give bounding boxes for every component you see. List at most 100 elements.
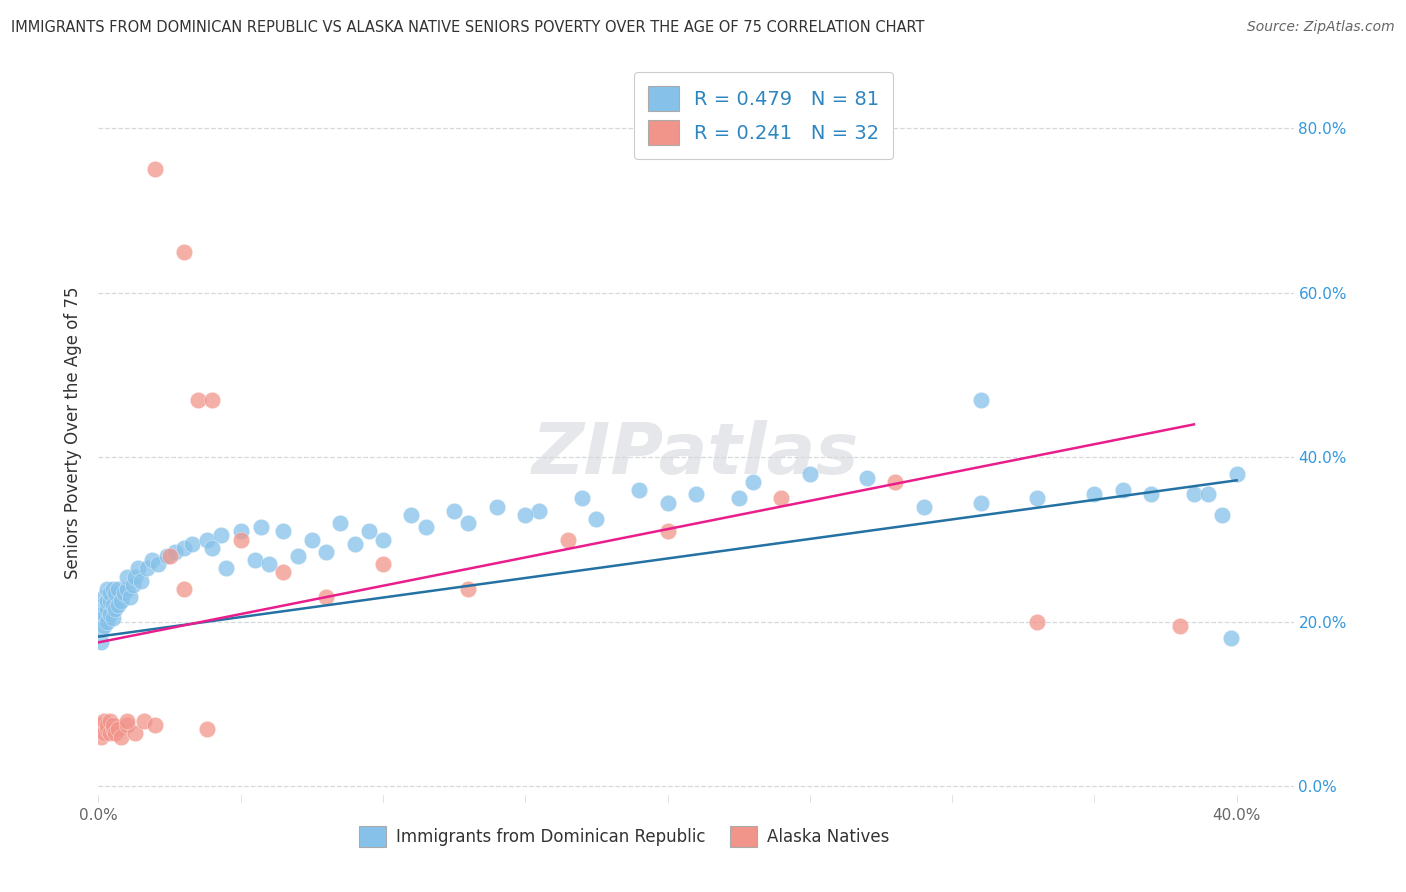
- Point: [159, 549, 181, 563]
- Point: [93, 607, 115, 621]
- Point: [287, 549, 309, 563]
- Point: [115, 582, 138, 596]
- Point: [371, 558, 394, 572]
- Point: [1168, 619, 1191, 633]
- Point: [181, 536, 204, 550]
- Point: [101, 717, 124, 731]
- Point: [195, 533, 218, 547]
- Point: [1083, 487, 1105, 501]
- Point: [1112, 483, 1135, 498]
- Point: [187, 392, 209, 407]
- Point: [124, 569, 146, 583]
- Point: [969, 495, 991, 509]
- Point: [457, 582, 479, 596]
- Point: [912, 500, 935, 514]
- Point: [628, 483, 651, 498]
- Point: [90, 623, 112, 637]
- Point: [98, 586, 121, 600]
- Point: [657, 495, 679, 509]
- Point: [485, 500, 508, 514]
- Point: [107, 722, 129, 736]
- Point: [101, 582, 124, 596]
- Point: [173, 582, 195, 596]
- Point: [127, 561, 149, 575]
- Point: [98, 714, 121, 728]
- Point: [173, 541, 195, 555]
- Point: [104, 726, 127, 740]
- Point: [129, 574, 152, 588]
- Point: [104, 586, 127, 600]
- Point: [110, 730, 132, 744]
- Point: [156, 549, 179, 563]
- Point: [173, 244, 195, 259]
- Point: [112, 586, 135, 600]
- Point: [201, 392, 224, 407]
- Point: [107, 582, 129, 596]
- Point: [121, 578, 143, 592]
- Point: [96, 582, 118, 596]
- Point: [371, 533, 394, 547]
- Point: [143, 717, 166, 731]
- Point: [96, 594, 118, 608]
- Point: [101, 599, 124, 613]
- Point: [315, 590, 337, 604]
- Point: [93, 590, 115, 604]
- Point: [1026, 615, 1049, 629]
- Point: [101, 722, 124, 736]
- Point: [1182, 487, 1205, 501]
- Point: [415, 520, 437, 534]
- Point: [215, 561, 238, 575]
- Point: [90, 635, 112, 649]
- Point: [132, 714, 155, 728]
- Point: [96, 602, 118, 616]
- Point: [1140, 487, 1163, 501]
- Point: [98, 607, 121, 621]
- Point: [329, 516, 352, 530]
- Point: [249, 520, 271, 534]
- Point: [93, 619, 115, 633]
- Point: [118, 590, 141, 604]
- Point: [229, 524, 252, 539]
- Point: [243, 553, 266, 567]
- Point: [741, 475, 763, 489]
- Point: [148, 558, 170, 572]
- Point: [273, 566, 295, 580]
- Text: IMMIGRANTS FROM DOMINICAN REPUBLIC VS ALASKA NATIVE SENIORS POVERTY OVER THE AGE: IMMIGRANTS FROM DOMINICAN REPUBLIC VS AL…: [11, 20, 925, 35]
- Point: [115, 714, 138, 728]
- Point: [101, 611, 124, 625]
- Point: [141, 553, 163, 567]
- Point: [1197, 487, 1219, 501]
- Point: [93, 726, 115, 740]
- Point: [529, 504, 551, 518]
- Point: [585, 512, 607, 526]
- Point: [96, 717, 118, 731]
- Point: [201, 541, 224, 555]
- Point: [98, 594, 121, 608]
- Point: [96, 615, 118, 629]
- Point: [115, 717, 138, 731]
- Point: [1026, 491, 1049, 506]
- Point: [98, 726, 121, 740]
- Point: [90, 730, 112, 744]
- Point: [110, 594, 132, 608]
- Point: [257, 558, 280, 572]
- Point: [209, 528, 232, 542]
- Point: [1211, 508, 1233, 522]
- Point: [1219, 632, 1241, 646]
- Point: [229, 533, 252, 547]
- Point: [770, 491, 793, 506]
- Point: [855, 471, 877, 485]
- Point: [90, 717, 112, 731]
- Point: [104, 602, 127, 616]
- Text: Source: ZipAtlas.com: Source: ZipAtlas.com: [1247, 20, 1395, 34]
- Point: [93, 714, 115, 728]
- Point: [884, 475, 907, 489]
- Point: [457, 516, 479, 530]
- Point: [115, 569, 138, 583]
- Point: [90, 611, 112, 625]
- Point: [93, 599, 115, 613]
- Point: [301, 533, 323, 547]
- Point: [401, 508, 423, 522]
- Point: [273, 524, 295, 539]
- Point: [343, 536, 366, 550]
